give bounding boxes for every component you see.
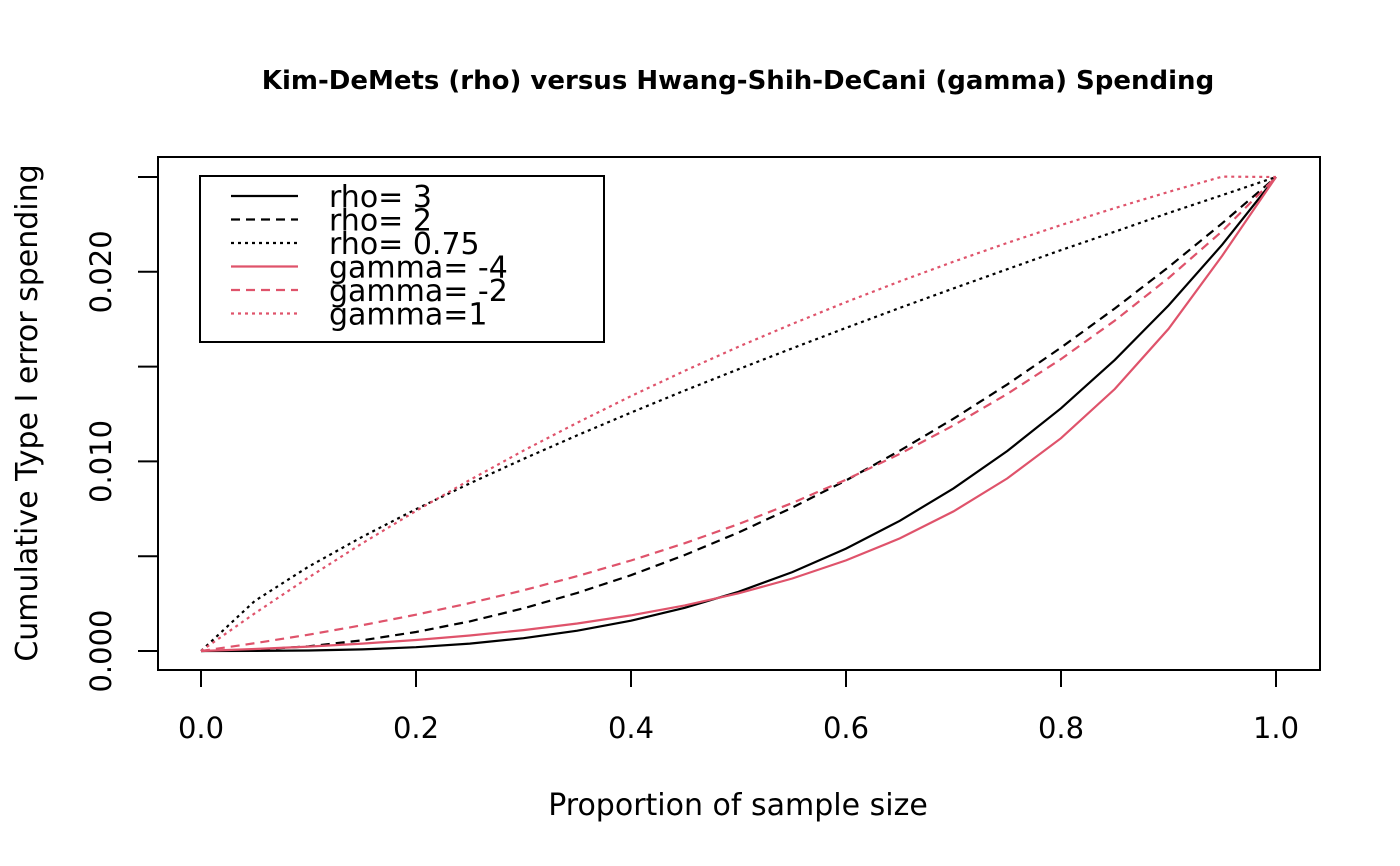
series-line-4 (200, 176, 1277, 653)
series-line-3 (200, 175, 1277, 652)
x-axis: 0.0 0.2 0.4 0.6 0.8 1.0 (178, 669, 1299, 745)
x-tick-label: 1.0 (1253, 711, 1299, 745)
x-axis-label: Proportion of sample size (548, 788, 928, 823)
series-line-1 (200, 176, 1277, 653)
series-lines (200, 175, 1277, 653)
y-tick-label: 0.000 (84, 609, 118, 692)
legend-label: gamma=1 (329, 298, 487, 333)
legend-label: gamma= -4 (329, 251, 508, 286)
y-tick-label: 0.020 (84, 230, 118, 313)
x-tick-label: 0.4 (608, 711, 654, 745)
chart-title: Kim-DeMets (rho) versus Hwang-Shih-DeCan… (262, 66, 1214, 96)
legend-label: rho= 3 (329, 180, 432, 215)
series-line-6 (200, 175, 1277, 652)
x-tick-label: 0.8 (1038, 711, 1084, 745)
x-tick-label: 0.2 (393, 711, 439, 745)
series-line-5 (200, 176, 1277, 653)
legend-label: gamma= -2 (329, 274, 508, 309)
y-axis: 0.000 0.010 0.020 (84, 176, 159, 693)
x-tick-label: 0.6 (823, 711, 869, 745)
y-axis-label: Cumulative Type I error spending (10, 164, 45, 661)
y-tick-label: 0.010 (84, 420, 118, 503)
x-tick-label: 0.0 (178, 711, 224, 745)
legend-label: rho= 2 (329, 204, 432, 239)
legend-label: rho= 0.75 (329, 227, 480, 262)
